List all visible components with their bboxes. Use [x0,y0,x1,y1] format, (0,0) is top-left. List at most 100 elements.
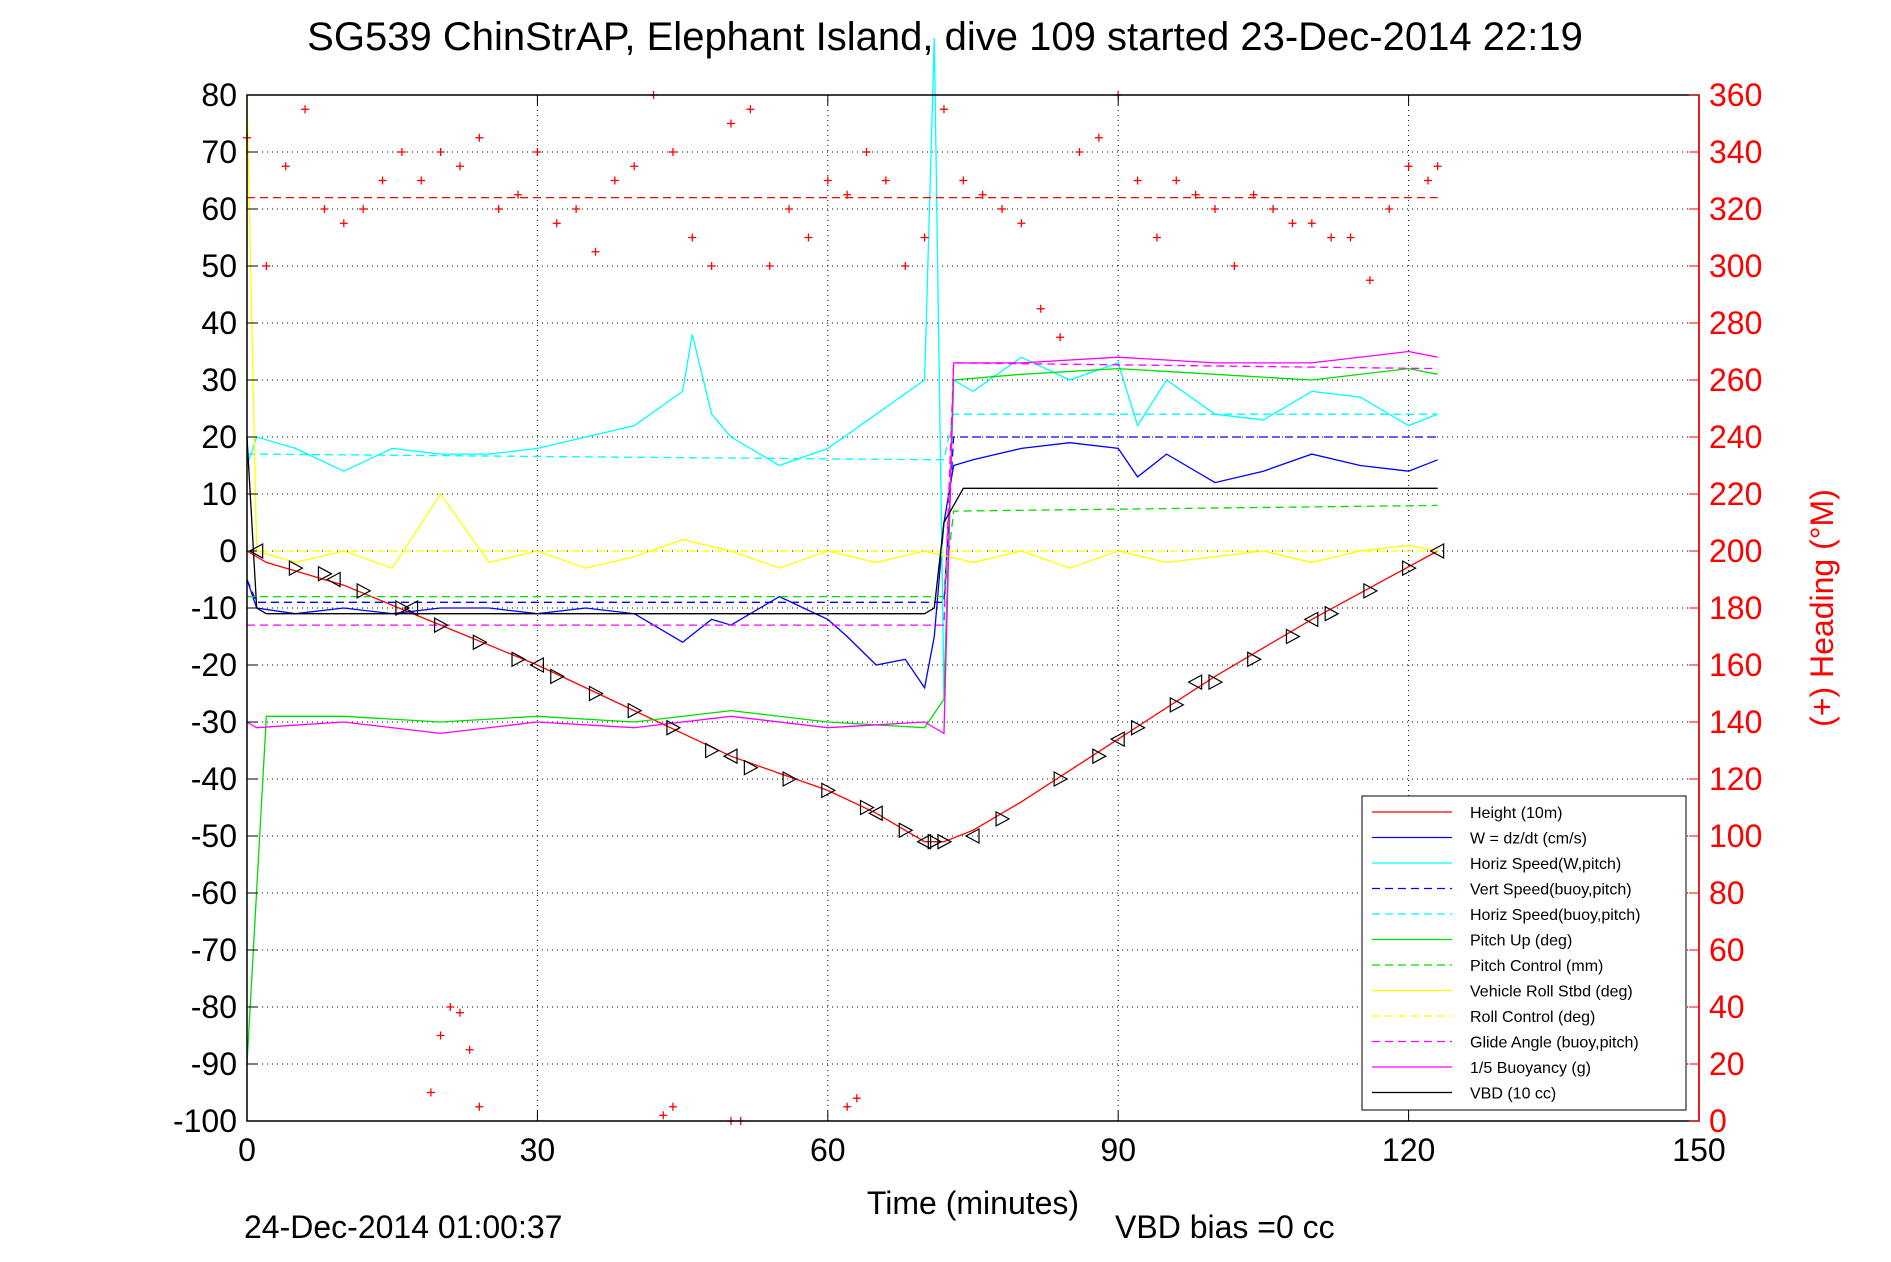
x-tick-label: 0 [238,1132,256,1168]
marker-triangle-right [627,702,643,719]
heading-point [823,176,832,185]
x-ticks: 0 30 60 90 120 150 [238,95,1726,1168]
heading-point [1191,190,1200,199]
y-tick-label: -40 [191,761,237,797]
heading-point [668,148,677,156]
heading-point [920,233,929,242]
heading-point [1075,148,1084,156]
y-tick-label: -30 [191,704,237,740]
y-right-tick-label: 260 [1709,362,1762,398]
heading-point [630,162,639,171]
heading-point [843,190,852,199]
legend-label: Vehicle Roll Stbd (deg) [1470,984,1633,1001]
y-right-tick-label: 120 [1709,761,1762,797]
legend-label: Vert Speed(buoy,pitch) [1470,882,1632,899]
heading-point [1433,162,1442,171]
marker-triangle-right [743,759,759,776]
heading-point [959,176,968,185]
legend-label: 1/5 Buoyancy (g) [1470,1060,1591,1077]
marker-triangle-right [821,782,837,799]
series-line-1 [246,442,1438,690]
y-tick-label: 70 [201,134,237,170]
heading-point [765,262,774,270]
marker-triangle-left [1109,731,1125,748]
x-tick-label: 30 [520,1132,556,1168]
legend-label: Pitch Up (deg) [1470,933,1572,950]
heading-point [1365,276,1374,285]
y-tick-label: -20 [191,647,237,683]
footer-timestamp: 24-Dec-2014 01:00:37 [244,1209,562,1245]
y-tick-label: 50 [201,248,237,284]
marker-triangle-right [927,833,943,850]
y-right-tick-label: 160 [1709,647,1762,683]
heading-point [1404,162,1413,171]
marker-triangle-right [1208,674,1224,691]
y-right-tick-label: 240 [1709,419,1762,455]
marker-triangle-right [588,685,604,702]
y-tick-label: 0 [219,533,237,569]
series-line-2 [246,37,1438,694]
heading-point [727,119,735,128]
marker-triangle-left [403,599,419,617]
heading-point [1017,219,1026,228]
marker-triangle-left [1187,674,1203,691]
heading-point [998,205,1007,213]
heading-point [572,205,581,213]
y-right-tick-label: 360 [1709,77,1762,113]
marker-triangle-left [1303,611,1319,628]
series-line-4 [247,413,1438,461]
legend-label: Roll Control (deg) [1470,1009,1595,1026]
marker-triangle-right [782,770,798,788]
heading-point [320,205,329,213]
marker-triangle-right [705,742,720,759]
heading-point [1133,176,1142,185]
series-line-7 [246,94,1438,569]
heading-point [436,1031,445,1040]
legend-label: Horiz Speed(buoy,pitch) [1470,907,1640,924]
heading-point [659,1111,668,1120]
y-right-tick-label: 320 [1709,191,1762,227]
x-tick-label: 150 [1672,1132,1725,1168]
series-line-0 [246,550,1438,843]
heading-point [1230,262,1239,270]
y-right-tick-label: 340 [1709,134,1762,170]
marker-triangle-left [916,833,932,850]
series-line-6 [247,504,1438,598]
marker-triangle-right [937,833,953,850]
heading-point [1327,233,1336,242]
heading-point [281,162,290,171]
y-tick-label: -10 [191,590,237,626]
marker-triangle-right [288,560,304,577]
y-right-tick-label: 60 [1709,932,1745,968]
footer-vbd-bias: VBD bias =0 cc [1115,1209,1335,1245]
heading-point [939,105,948,114]
heading-point [1346,233,1355,242]
x-tick-label: 90 [1100,1132,1136,1168]
heading-point [688,233,697,242]
y-tick-label: -80 [191,989,237,1025]
y-right-tick-label: 280 [1709,305,1762,341]
legend-label: VBD (10 cc) [1470,1086,1556,1103]
heading-point [862,148,871,156]
y-right-tick-label: 220 [1709,476,1762,512]
y-right-tick-label: 200 [1709,533,1762,569]
y-right-tick-label: 80 [1709,875,1745,911]
heading-point [339,219,348,228]
legend-label: Pitch Control (mm) [1470,958,1603,975]
marker-triangle-right [550,668,566,685]
marker-triangle-right [1247,651,1262,668]
legend-label: Height (10m) [1470,805,1562,822]
heading-layer [243,91,1442,1125]
heading-point [1056,333,1065,342]
y-right-tick-label: 40 [1709,989,1745,1025]
series-line-10 [246,350,1438,735]
y-right-tick-label: 180 [1709,590,1762,626]
marker-triangle-right [472,634,488,651]
heading-point [1423,176,1432,185]
heading-point [591,247,600,256]
heading-point [804,233,813,242]
heading-point [1152,233,1161,242]
heading-point [1249,190,1258,199]
heading-point [446,1003,455,1011]
series-line-5 [246,367,1438,1065]
